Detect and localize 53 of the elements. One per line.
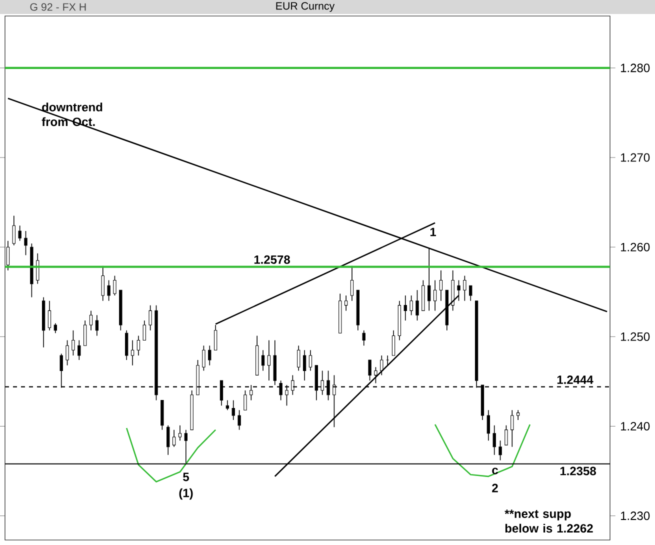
candlestick	[78, 340, 81, 360]
y-tick-label: 1.230	[620, 512, 650, 520]
ref-line-label: 1.2358	[560, 466, 596, 476]
y-tick-label: 1.240	[620, 422, 650, 430]
annotation: **next supp below is 1.2262	[504, 510, 593, 533]
ref-line-label: 1.2444	[557, 376, 594, 384]
candlestick	[12, 215, 16, 246]
candlestick	[362, 330, 366, 346]
candlestick	[226, 400, 230, 411]
candlestick	[297, 345, 300, 372]
candlestick	[166, 424, 170, 456]
line-series	[126, 427, 216, 482]
candlestick	[232, 400, 235, 420]
annotation: 2	[492, 484, 498, 492]
candlestick	[125, 330, 128, 360]
y-tick-label: 1.280	[620, 64, 650, 72]
y-tick-label: 1.250	[620, 332, 650, 341]
candlestick	[267, 340, 271, 381]
annotation: c	[492, 468, 498, 474]
annotation: 1	[430, 228, 436, 236]
candlestick	[404, 295, 407, 321]
candlestick	[130, 340, 134, 366]
candlestick	[492, 424, 496, 456]
candlestick	[386, 355, 390, 366]
chart-subtitle: G 92 - FX H	[30, 3, 86, 11]
candlestick	[48, 300, 52, 331]
y-tick-label: 1.260	[620, 242, 650, 252]
candlestick	[178, 424, 182, 441]
candlestick	[308, 350, 312, 372]
chart-title: EUR Curncy	[276, 2, 335, 12]
candlestick	[439, 270, 443, 302]
candlestick	[136, 335, 140, 356]
candlestick	[433, 280, 437, 312]
annotation: 5	[183, 472, 190, 482]
ref-line-label: 1.2578	[254, 255, 290, 264]
candlestick	[344, 295, 348, 312]
candlestick	[350, 266, 354, 302]
candlestick	[172, 429, 176, 448]
candlestick	[54, 322, 57, 334]
candlestick	[208, 345, 212, 366]
candlestick	[510, 410, 514, 448]
candlestick	[302, 350, 306, 381]
candlestick	[42, 296, 46, 348]
candlestick	[486, 410, 490, 441]
candlestick	[516, 410, 520, 420]
candlestick	[398, 300, 402, 341]
candlestick	[273, 340, 276, 386]
candlestick	[95, 314, 99, 336]
candlestick	[261, 350, 265, 372]
line-series	[434, 424, 531, 478]
y-tick-label: 1.270	[620, 153, 650, 162]
candlestick	[89, 310, 93, 331]
annotation: (1)	[179, 488, 193, 500]
